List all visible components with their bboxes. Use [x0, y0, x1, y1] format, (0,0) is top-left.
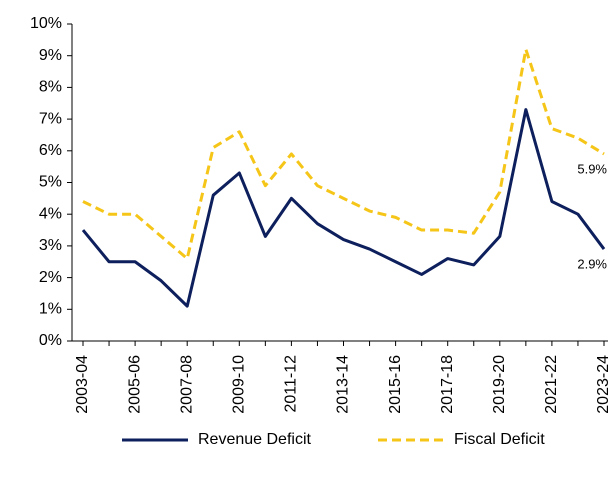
x-tick-label: 2011-12 [283, 355, 300, 413]
data-label: 2.9% [577, 257, 607, 272]
x-tick-label: 2003-04 [74, 355, 91, 414]
legend-label: Revenue Deficit [198, 431, 312, 448]
y-tick-label: 9% [39, 47, 62, 64]
x-tick-label: 2015-16 [387, 355, 404, 414]
y-tick-label: 2% [39, 269, 62, 286]
y-tick-label: 3% [39, 237, 62, 254]
y-tick-label: 0% [39, 332, 62, 349]
series-line [81, 108, 606, 308]
y-tick-label: 1% [39, 301, 62, 318]
y-tick-label: 7% [39, 110, 62, 127]
x-tick-label: 2017-18 [439, 355, 456, 414]
y-tick-label: 5% [39, 174, 62, 191]
y-tick-label: 8% [39, 79, 62, 96]
x-tick-label: 2023-24 [595, 355, 608, 414]
y-tick-label: 6% [39, 142, 62, 159]
data-label: 5.9% [577, 161, 607, 176]
x-tick-label: 2019-20 [491, 355, 508, 414]
x-tick-label: 2009-10 [231, 355, 248, 414]
x-tick-label: 2005-06 [126, 355, 143, 414]
series-line [82, 47, 605, 261]
y-tick-label: 10% [30, 15, 62, 32]
x-tick-label: 2021-22 [543, 355, 560, 414]
x-tick-label: 2013-14 [335, 355, 352, 414]
x-tick-label: 2007-08 [178, 355, 195, 414]
legend-label: Fiscal Deficit [454, 431, 545, 448]
y-tick-label: 4% [39, 205, 62, 222]
